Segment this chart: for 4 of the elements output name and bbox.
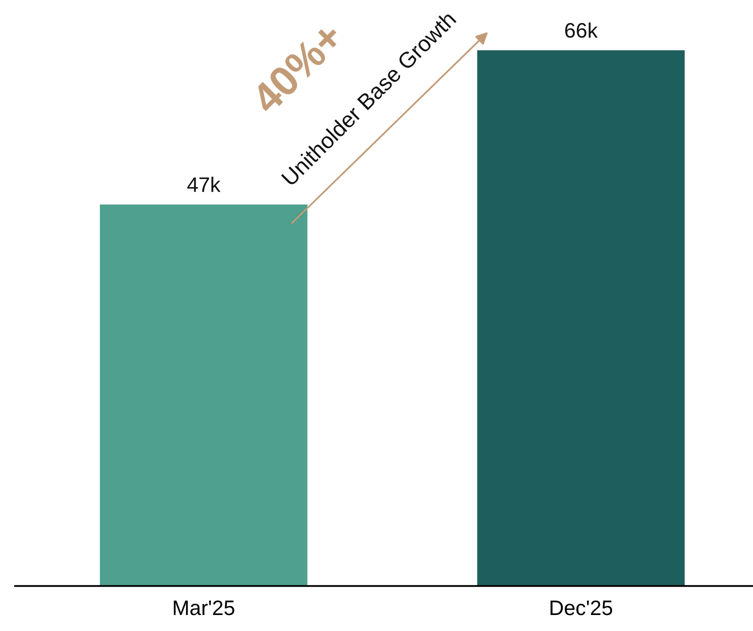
x-tick-label: Dec'25 [550, 600, 612, 616]
data-label: 47k [187, 176, 220, 192]
data-label: 66k [565, 22, 598, 38]
x-tick-label: Mar'25 [174, 600, 234, 616]
